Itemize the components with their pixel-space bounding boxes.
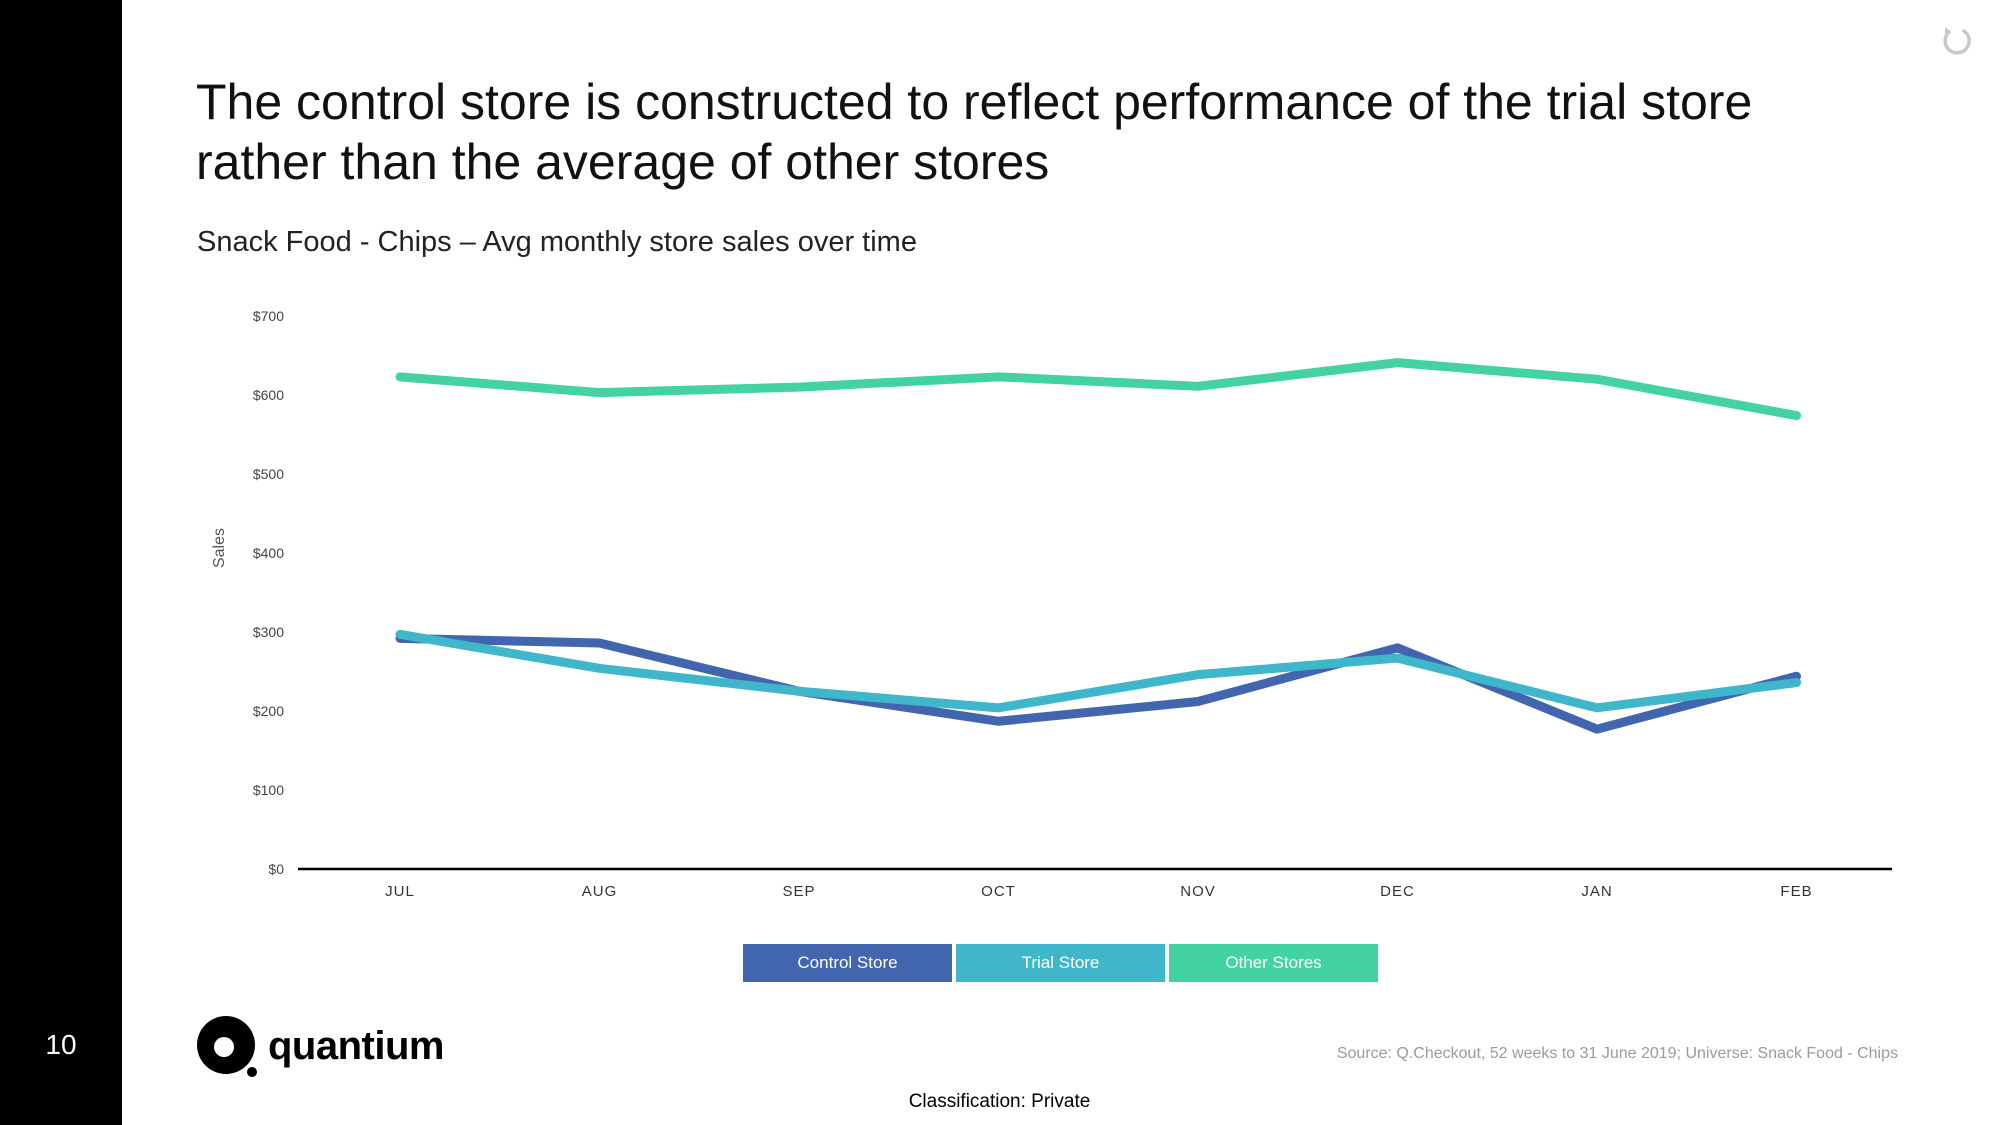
slide-title: The control store is constructed to refl…: [196, 74, 1753, 190]
source-note: Source: Q.Checkout, 52 weeks to 31 June …: [1336, 1045, 1898, 1062]
y-tick-label: $600: [253, 387, 284, 403]
x-tick-labels: JUL AUG SEP OCT NOV DEC JAN FEB: [385, 883, 1812, 900]
y-tick-label: $500: [253, 466, 284, 482]
series-line-other-stores: [395, 358, 1801, 421]
quantium-logo-icon: [197, 1016, 257, 1077]
legend-item-other-stores: Other Stores: [1169, 944, 1378, 982]
quantium-logo: quantium: [196, 1014, 444, 1078]
chart-subtitle: Snack Food - Chips – Avg monthly store s…: [197, 226, 917, 258]
x-tick-label: SEP: [782, 883, 815, 900]
page-number: 10: [45, 1029, 77, 1060]
x-tick-label: OCT: [981, 883, 1016, 900]
series-line-trial-store: [395, 629, 1801, 713]
sales-line-chart: Sales $0 $100 $200 $300 $400 $500 $600 $700 JUL…: [211, 308, 1892, 900]
y-tick-label: $0: [268, 861, 284, 877]
sidebar: 10: [0, 0, 122, 1125]
y-tick-label: $100: [253, 782, 284, 798]
refresh-icon[interactable]: [1936, 20, 1976, 60]
logo-text: quantium: [268, 1023, 444, 1068]
y-tick-labels: $0 $100 $200 $300 $400 $500 $600 $700: [253, 308, 284, 877]
y-tick-label: $200: [253, 703, 284, 719]
y-tick-label: $400: [253, 545, 284, 561]
chart-legend: Control Store Trial Store Other Stores: [743, 944, 1378, 982]
y-axis-label: Sales: [211, 528, 228, 568]
x-tick-label: FEB: [1780, 883, 1812, 900]
legend-item-control-store: Control Store: [743, 944, 952, 982]
x-tick-label: DEC: [1380, 883, 1415, 900]
y-tick-label: $300: [253, 624, 284, 640]
x-tick-label: NOV: [1180, 883, 1216, 900]
x-tick-label: JAN: [1581, 883, 1612, 900]
x-tick-label: AUG: [582, 883, 618, 900]
series-line-control-store: [395, 633, 1801, 734]
y-tick-label: $700: [253, 308, 284, 324]
legend-item-trial-store: Trial Store: [956, 944, 1165, 982]
x-tick-label: JUL: [385, 883, 415, 900]
series-lines: [395, 358, 1801, 734]
classification-label: Classification: Private: [908, 1091, 1091, 1112]
